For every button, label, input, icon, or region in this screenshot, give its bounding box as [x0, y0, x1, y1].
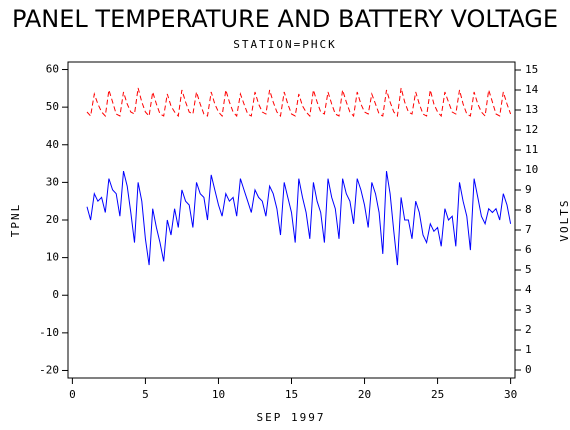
y2-tick-label: 5 — [525, 263, 532, 276]
y-axis-label: TPNL — [9, 203, 22, 238]
x-tick-label: 10 — [212, 388, 225, 401]
y2-tick-label: 6 — [525, 243, 532, 256]
x-tick-label: 0 — [69, 388, 76, 401]
y2-axis-label: VOLTS — [558, 198, 570, 241]
chart-title: PANEL TEMPERATURE AND BATTERY VOLTAGE — [12, 5, 558, 33]
y2-tick-label: 11 — [525, 143, 538, 156]
x-tick-label: 5 — [142, 388, 149, 401]
y2-tick-label: 3 — [525, 303, 532, 316]
y-tick-label: -10 — [39, 326, 59, 339]
x-tick-label: 30 — [504, 388, 517, 401]
y2-tick-label: 12 — [525, 123, 538, 136]
y2-tick-label: 8 — [525, 203, 532, 216]
series-line — [86, 87, 512, 118]
y-tick-label: 10 — [46, 251, 59, 264]
y2-tick-label: 0 — [525, 363, 532, 376]
y-tick-label: 0 — [52, 288, 59, 301]
y2-tick-label: 7 — [525, 223, 532, 236]
y-tick-label: 40 — [46, 138, 59, 151]
x-axis-label: SEP 1997 — [257, 411, 326, 424]
y-tick-label: 50 — [46, 100, 59, 113]
y2-tick-label: 1 — [525, 343, 532, 356]
y2-tick-label: 2 — [525, 323, 532, 336]
y2-tick-label: 15 — [525, 63, 538, 76]
y-tick-label: -20 — [39, 363, 59, 376]
y-tick-label: 20 — [46, 213, 59, 226]
y2-tick-label: 13 — [525, 103, 538, 116]
y-tick-label: 30 — [46, 175, 59, 188]
y-tick-label: 60 — [46, 63, 59, 76]
y2-tick-label: 9 — [525, 183, 532, 196]
x-tick-label: 20 — [358, 388, 371, 401]
series-line — [86, 170, 512, 266]
x-tick-label: 15 — [285, 388, 298, 401]
y2-tick-label: 14 — [525, 83, 539, 96]
y2-tick-label: 4 — [525, 283, 532, 296]
chart-subtitle: STATION=PHCK — [233, 38, 336, 51]
y2-tick-label: 10 — [525, 163, 538, 176]
x-tick-label: 25 — [431, 388, 444, 401]
